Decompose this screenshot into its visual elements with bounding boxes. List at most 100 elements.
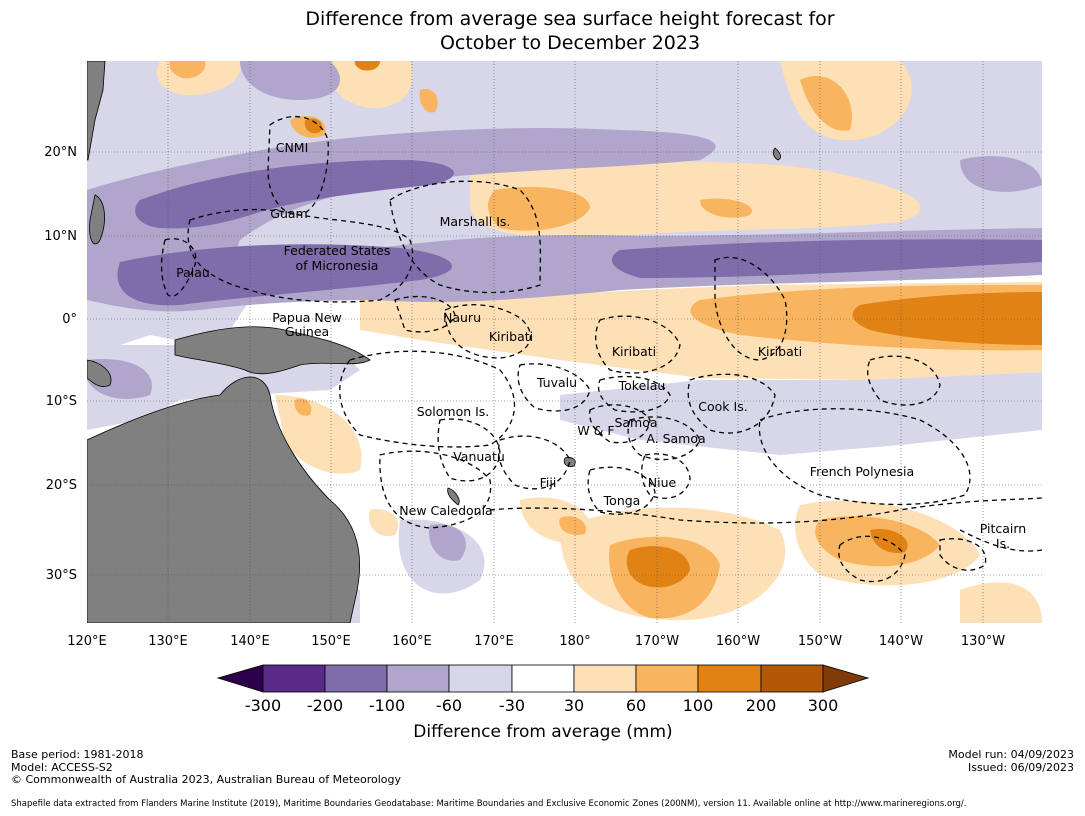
model-run: Model run: 04/09/2023: [948, 748, 1074, 761]
colorbar: [216, 664, 870, 693]
colorbar-tick: -200: [307, 696, 343, 715]
lon-label: 160°W: [716, 634, 760, 649]
lon-label: 170°E: [474, 634, 514, 649]
label-pitcairn-line2: Is.: [996, 536, 1010, 551]
colorbar-tick: 200: [746, 696, 777, 715]
colorbar-bin: [697, 664, 762, 693]
colorbar-tick: -60: [436, 696, 462, 715]
colorbar-extend-high: [822, 664, 870, 693]
longitude-axis: 120°E 130°E 140°E 150°E 160°E 170°E 180°…: [67, 634, 1005, 649]
strong-neg-micronesia: [117, 244, 453, 306]
australia-landmass: [87, 376, 361, 623]
label-kiribati-central: Kiribati: [612, 344, 656, 359]
footer-right: Model run: 04/09/2023 Issued: 06/09/2023: [948, 748, 1074, 774]
footer-left: Base period: 1981-2018 Model: ACCESS-S2 …: [11, 748, 401, 787]
strong-neg-north: [135, 160, 454, 229]
label-cook: Cook Is.: [698, 399, 747, 414]
label-vanuatu: Vanuatu: [453, 449, 505, 464]
colorbar-bin: [262, 664, 326, 693]
eez-boundaries: [160, 115, 1042, 583]
title-line-1: Difference from average sea surface heig…: [305, 8, 835, 30]
colorbar-bin: [448, 664, 513, 693]
label-tonga: Tonga: [603, 493, 641, 508]
weak-pos-north: [470, 160, 921, 239]
colorbar-bin: [324, 664, 388, 693]
region-labels: CNMI Guam Marshall Is. Federated States …: [176, 140, 1026, 551]
issued-date: Issued: 06/09/2023: [967, 760, 1074, 774]
lat-label: 0°: [62, 312, 77, 327]
lat-label: 30°S: [46, 568, 77, 583]
label-wallis-futuna: W & F: [577, 423, 614, 438]
label-kiribati-east: Kiribati: [758, 344, 802, 359]
lon-label: 130°E: [148, 634, 188, 649]
philippines-landmass: [87, 61, 106, 161]
label-fsm-line2: of Micronesia: [296, 258, 379, 273]
label-niue: Niue: [648, 475, 677, 490]
label-solomon: Solomon Is.: [417, 404, 490, 419]
label-fsm-line1: Federated States: [284, 243, 391, 258]
label-nauru: Nauru: [443, 310, 481, 325]
strong-negative-anomaly: [117, 160, 1042, 306]
strong-neg-central: [611, 239, 1042, 278]
lon-label: 130°W: [961, 634, 1005, 649]
label-palau: Palau: [176, 265, 210, 280]
label-guam: Guam: [270, 206, 307, 221]
colorbar-bin: [386, 664, 450, 693]
lon-label: 140°W: [879, 634, 923, 649]
weak-pos-coral-sea: [275, 395, 362, 474]
copyright: © Commonwealth of Australia 2023, Austra…: [11, 773, 401, 786]
colorbar-extend-low: [216, 664, 264, 693]
colorbar-tick: 100: [683, 696, 714, 715]
label-tuvalu: Tuvalu: [536, 375, 577, 390]
label-pitcairn-line1: Pitcairn: [980, 521, 1026, 536]
colorbar-tick: -300: [245, 696, 281, 715]
colorbar-bin: [760, 664, 824, 693]
label-new-caledonia: New Caledonia: [399, 503, 492, 518]
label-kiribati-west: Kiribati: [489, 329, 533, 344]
colorbar-tick: 300: [808, 696, 839, 715]
label-tokelau: Tokelau: [618, 378, 666, 393]
lat-label: 20°S: [46, 478, 77, 493]
strong-pos-equatorial: [852, 292, 1042, 345]
label-png-line1: Papua New: [272, 310, 341, 325]
lat-label: 20°N: [44, 145, 77, 160]
source-attribution: Shapefile data extracted from Flanders M…: [11, 799, 967, 809]
lon-label: 150°E: [311, 634, 351, 649]
lon-label: 140°E: [230, 634, 270, 649]
graticule: [87, 61, 1042, 623]
label-french-polynesia: French Polynesia: [810, 464, 914, 479]
colorbar-bin: [635, 664, 699, 693]
label-marshall: Marshall Is.: [440, 214, 511, 229]
label-fiji: Fiji: [540, 475, 557, 490]
colorbar-ticks: -300 -200 -100 -60 -30 30 60 100 200 300: [245, 696, 838, 715]
colorbar-title: Difference from average (mm): [413, 722, 672, 742]
latitude-axis: 20°N 10°N 0° 10°S 20°S 30°S: [44, 145, 77, 583]
colorbar-tick: 60: [626, 696, 646, 715]
lon-label: 180°: [559, 634, 590, 649]
colorbar-bin: [573, 664, 637, 693]
label-png-line2: Guinea: [285, 324, 329, 339]
lon-label: 160°E: [392, 634, 432, 649]
colorbar-tick: 30: [564, 696, 584, 715]
model-name: Model: ACCESS-S2: [11, 760, 113, 774]
label-cnmi: CNMI: [276, 140, 309, 155]
land: [87, 61, 781, 623]
chart-title: Difference from average sea surface heig…: [0, 7, 1085, 55]
label-samoa: Samoa: [614, 415, 657, 430]
new-guinea-landmass: [174, 326, 371, 375]
lat-label: 10°S: [46, 394, 77, 409]
lat-label: 10°N: [44, 229, 77, 244]
colorbar-tick: -100: [369, 696, 405, 715]
colorbar-bin: [511, 664, 575, 693]
colorbar-tick: -30: [499, 696, 525, 715]
lon-label: 120°E: [67, 634, 107, 649]
label-american-samoa: A. Samoa: [646, 431, 705, 446]
base-period: Base period: 1981-2018: [11, 748, 144, 761]
strong-positive-anomaly: [304, 61, 1042, 588]
lon-label: 150°W: [798, 634, 842, 649]
weak-neg-south-band: [560, 372, 1042, 455]
title-line-2: October to December 2023: [439, 32, 701, 54]
map-field: CNMI Guam Marshall Is. Federated States …: [87, 61, 1042, 623]
lon-label: 170°W: [635, 634, 679, 649]
